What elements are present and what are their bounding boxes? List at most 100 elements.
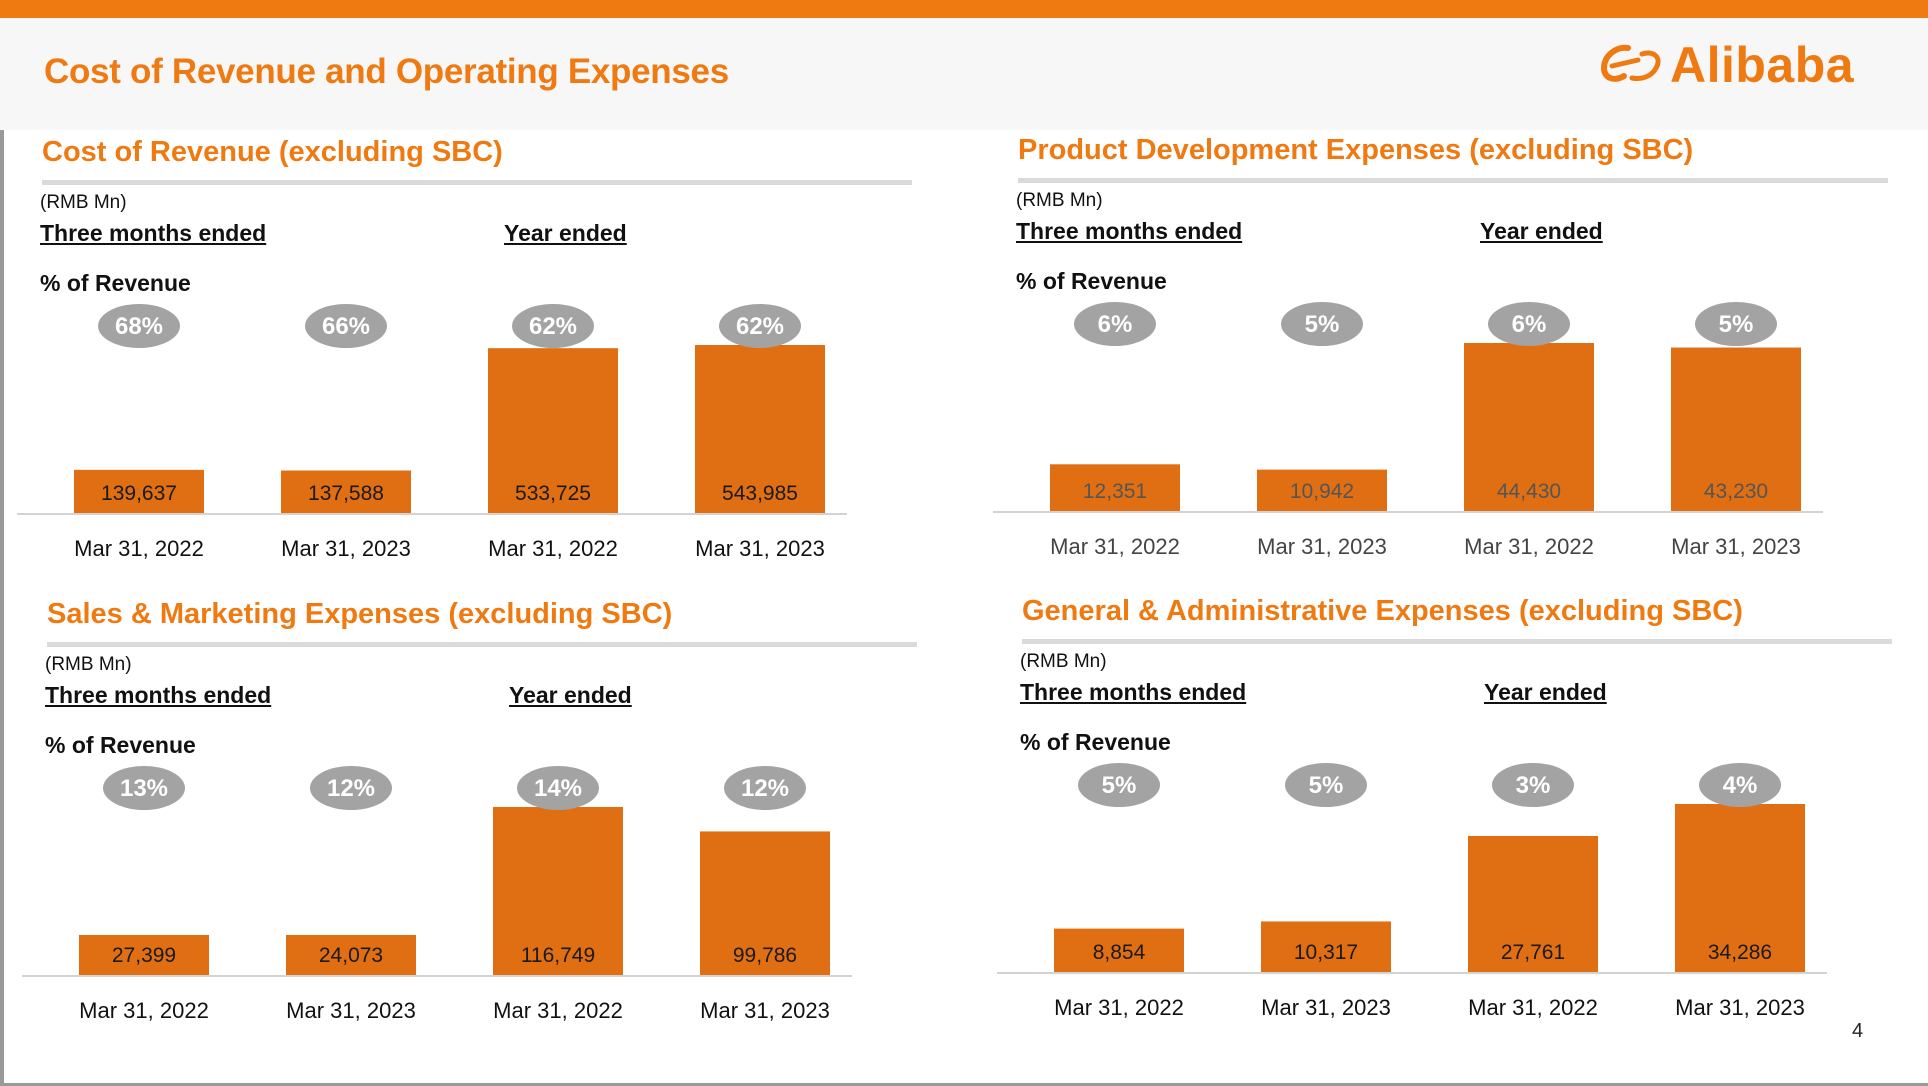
chart-bar: [1464, 343, 1594, 511]
bar-chart-sales-marketing: 27,399 13% Mar 31, 2022 24,073 12% Mar 31, 20…: [22, 766, 852, 1023]
unit-label: (RMB Mn): [1016, 190, 1103, 211]
bar-value-label: 27,399: [112, 944, 176, 967]
pct-badge: [103, 766, 185, 810]
category-label: Mar 31, 2023: [286, 998, 416, 1023]
category-label: Mar 31, 2022: [1050, 534, 1180, 559]
chart-bar: [1054, 928, 1184, 972]
pct-badge: [1281, 302, 1363, 346]
bottom-border: [0, 1083, 1928, 1086]
chart-bar: [700, 831, 830, 975]
bar-chart-general-administrative: 8,854 5% Mar 31, 2022 10,317 5% Mar 31, 2023 2…: [997, 763, 1827, 1020]
pct-of-revenue-label: % of Revenue: [1020, 729, 1171, 755]
alibaba-logo-icon: [1600, 44, 1661, 82]
bar-value-label: 34,286: [1708, 941, 1772, 964]
pct-badge-label: 5%: [1719, 311, 1754, 338]
pct-badge-label: 6%: [1098, 311, 1133, 338]
chart-bar: [79, 935, 209, 975]
title-underline: [1022, 639, 1892, 644]
pct-badge-label: 62%: [736, 313, 784, 340]
panel-cost-of-revenue: Cost of Revenue (excluding SBC) (RMB Mn)…: [17, 136, 952, 606]
pct-badge-label: 12%: [327, 775, 375, 802]
panel-product-development: Product Development Expenses (excluding …: [993, 134, 1928, 604]
bar-value-label: 533,725: [515, 482, 591, 505]
pct-badge: [724, 766, 806, 810]
pct-badge-label: 68%: [115, 313, 163, 340]
chart-bar: [488, 348, 618, 513]
pct-badge: [1285, 763, 1367, 807]
category-label: Mar 31, 2022: [74, 536, 204, 561]
three-months-label: Three months ended: [1016, 218, 1243, 244]
pct-badge: [1074, 302, 1156, 346]
bar-value-label: 8,854: [1093, 941, 1146, 964]
pct-badge-label: 14%: [534, 775, 582, 802]
bar-value-label: 543,985: [722, 482, 798, 505]
panel-title: Cost of Revenue (excluding SBC): [42, 136, 503, 168]
category-label: Mar 31, 2023: [1261, 995, 1391, 1020]
category-label: Mar 31, 2022: [79, 998, 209, 1023]
chart-bar: [695, 345, 825, 513]
pct-of-revenue-label: % of Revenue: [40, 270, 191, 296]
bar-value-label: 99,786: [733, 944, 797, 967]
pct-badge-label: 5%: [1305, 311, 1340, 338]
three-months-label: Three months ended: [45, 682, 272, 708]
pct-badge: [310, 766, 392, 810]
alibaba-logo: Alibaba: [1598, 36, 1894, 96]
pct-of-revenue-label: % of Revenue: [1016, 268, 1167, 294]
unit-label: (RMB Mn): [45, 654, 132, 675]
panel-title: General & Administrative Expenses (exclu…: [1022, 595, 1743, 627]
year-ended-label: Year ended: [1480, 218, 1603, 244]
pct-badge: [517, 766, 599, 810]
pct-of-revenue-label: % of Revenue: [45, 732, 196, 758]
chart-bar: [286, 935, 416, 975]
category-label: Mar 31, 2023: [1675, 995, 1805, 1020]
panel-sales-marketing: Sales & Marketing Expenses (excluding SB…: [22, 598, 957, 1068]
three-months-label: Three months ended: [1020, 679, 1247, 705]
category-label: Mar 31, 2022: [493, 998, 623, 1023]
chart-bar: [74, 469, 204, 513]
pct-badge-label: 12%: [741, 775, 789, 802]
category-label: Mar 31, 2023: [695, 536, 825, 561]
chart-bar: [493, 807, 623, 975]
pct-badge-label: 13%: [120, 775, 168, 802]
pct-badge: [1492, 763, 1574, 807]
pct-badge: [512, 304, 594, 348]
title-underline: [42, 180, 912, 185]
category-label: Mar 31, 2022: [488, 536, 618, 561]
left-border: [0, 130, 4, 1086]
panel-title: Product Development Expenses (excluding …: [1018, 134, 1694, 166]
bar-chart-product-development: 12,351 6% Mar 31, 2022 10,942 5% Mar 31, 2023…: [993, 302, 1823, 559]
pct-badge-label: 62%: [529, 313, 577, 340]
category-label: Mar 31, 2022: [1054, 995, 1184, 1020]
chart-bar: [1257, 469, 1387, 511]
bar-value-label: 10,317: [1294, 941, 1358, 964]
pct-badge: [1078, 763, 1160, 807]
pct-badge-label: 5%: [1309, 772, 1344, 799]
chart-bar: [1050, 464, 1180, 511]
panel-title: Sales & Marketing Expenses (excluding SB…: [47, 598, 673, 630]
chart-bar: [281, 470, 411, 513]
category-label: Mar 31, 2023: [700, 998, 830, 1023]
category-label: Mar 31, 2022: [1468, 995, 1598, 1020]
chart-bar: [1675, 804, 1805, 972]
year-ended-label: Year ended: [504, 220, 627, 246]
pct-badge: [1699, 763, 1781, 807]
pct-badge-label: 3%: [1516, 772, 1551, 799]
top-accent-bar: [0, 0, 1928, 18]
pct-badge: [1488, 302, 1570, 346]
bar-value-label: 27,761: [1501, 941, 1565, 964]
category-label: Mar 31, 2023: [1671, 534, 1801, 559]
category-label: Mar 31, 2023: [281, 536, 411, 561]
chart-bar: [1468, 835, 1598, 972]
year-ended-label: Year ended: [1484, 679, 1607, 705]
pct-badge: [305, 304, 387, 348]
bar-value-label: 139,637: [101, 482, 177, 505]
unit-label: (RMB Mn): [1020, 651, 1107, 672]
pct-badge-label: 5%: [1102, 772, 1137, 799]
bar-value-label: 12,351: [1083, 480, 1147, 503]
bar-value-label: 44,430: [1497, 480, 1561, 503]
year-ended-label: Year ended: [509, 682, 632, 708]
title-underline: [1018, 178, 1888, 183]
unit-label: (RMB Mn): [40, 192, 127, 213]
category-label: Mar 31, 2023: [1257, 534, 1387, 559]
chart-bar: [1261, 921, 1391, 972]
